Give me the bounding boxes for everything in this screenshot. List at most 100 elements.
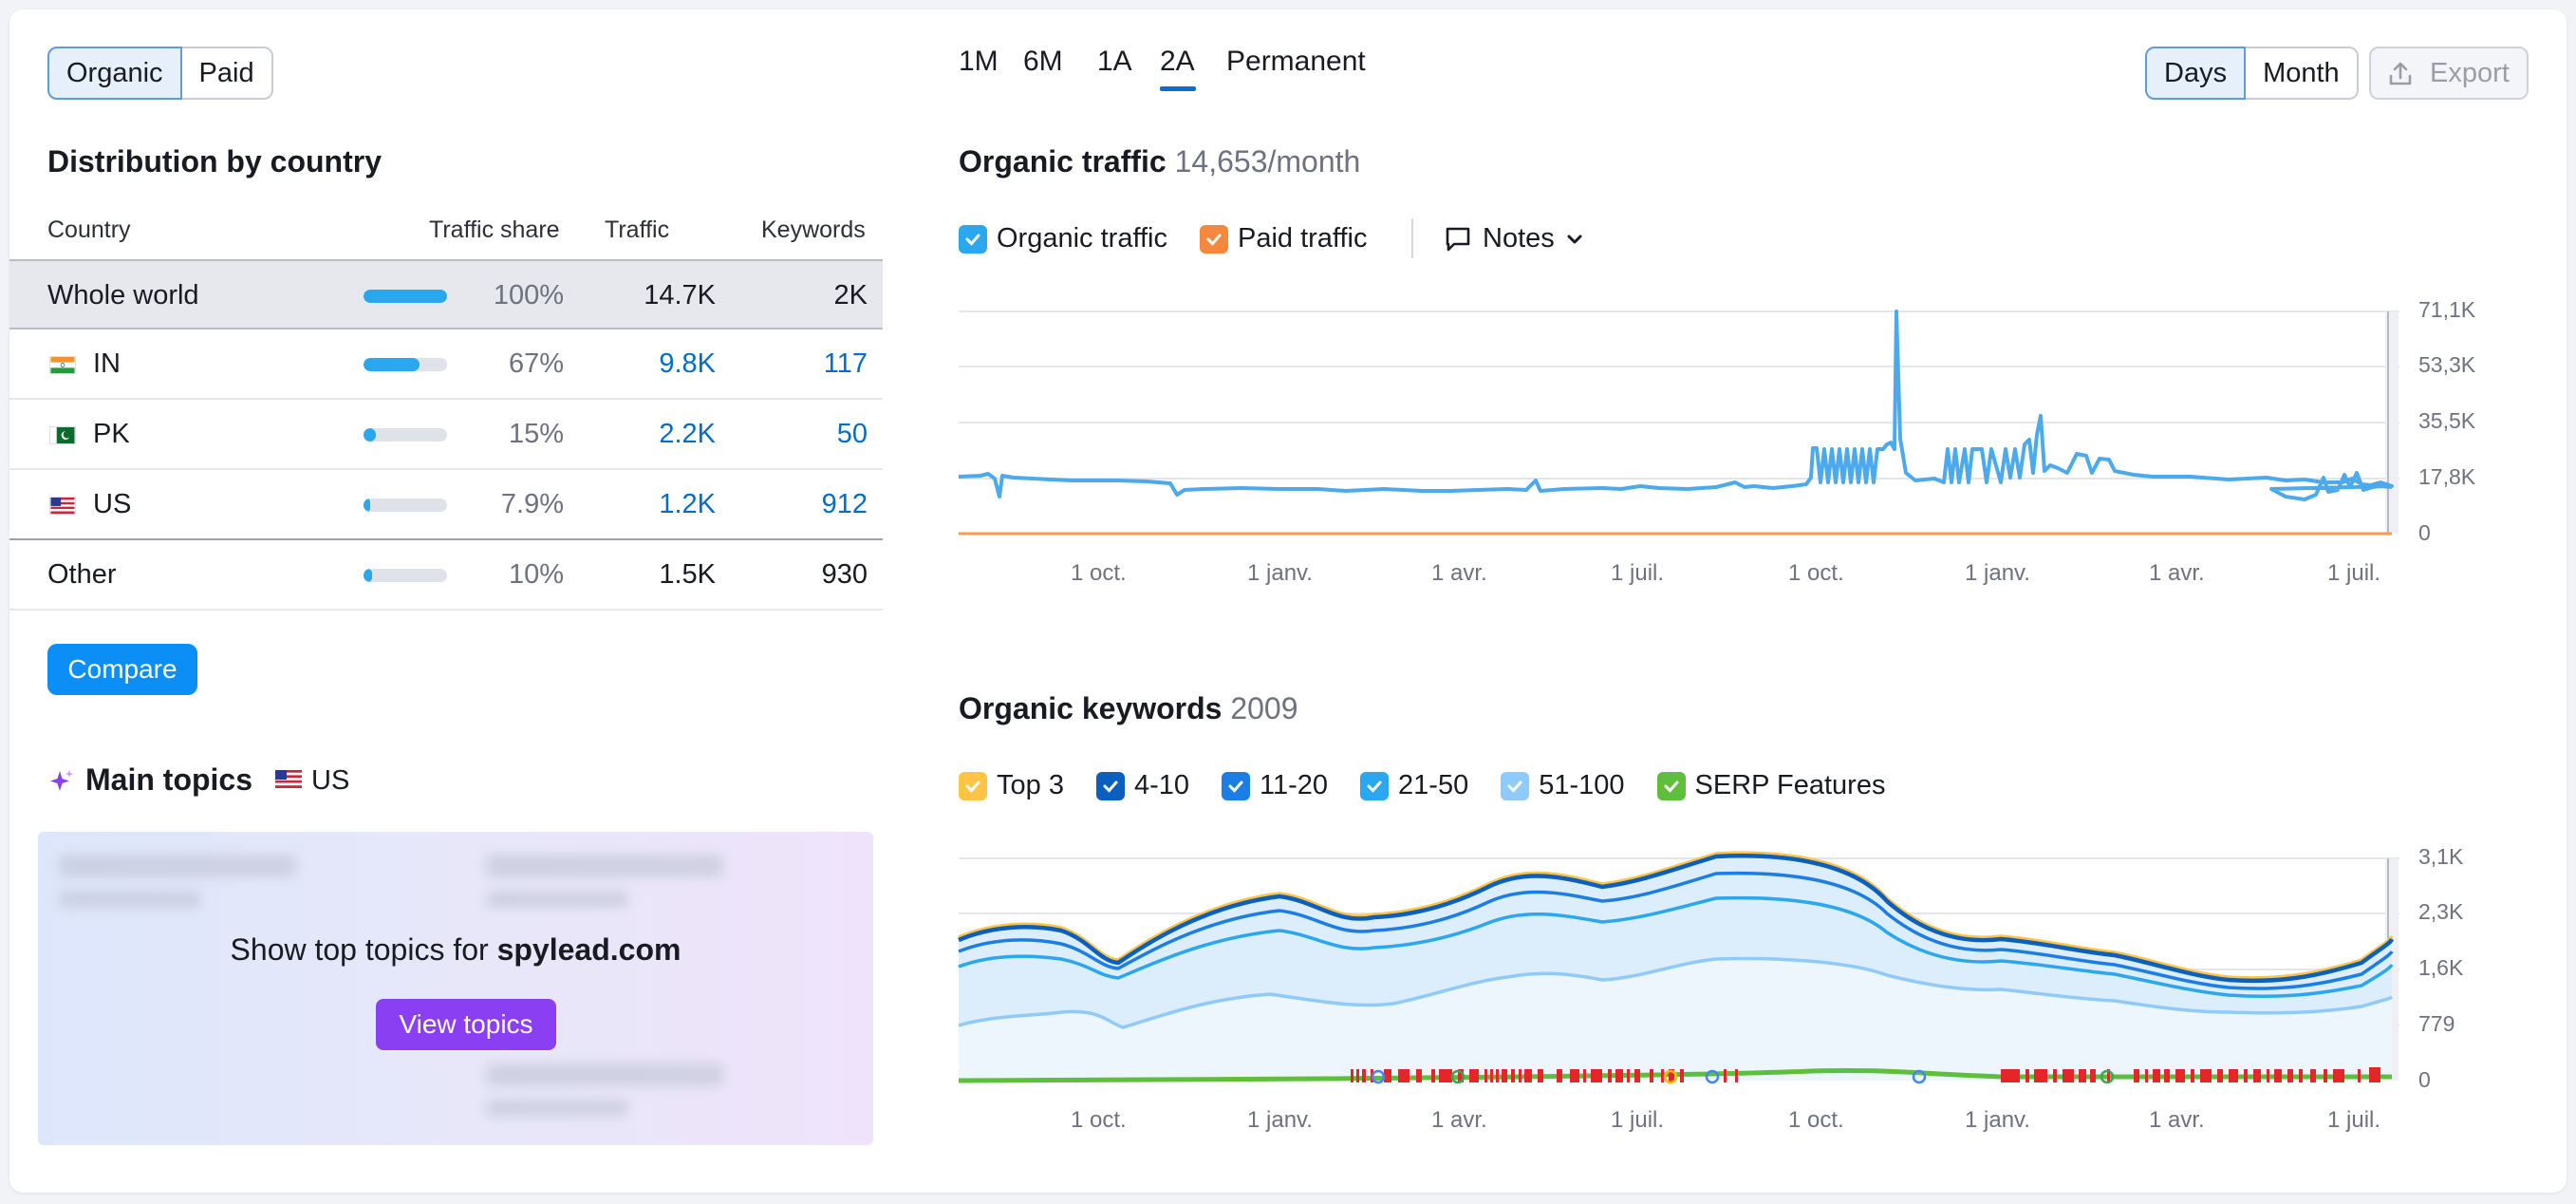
keywords-x-tick: 1 janv.: [1965, 1107, 2030, 1133]
month-button[interactable]: Month: [2246, 47, 2359, 100]
export-label: Export: [2430, 58, 2510, 88]
traffic-x-tick: 1 janv.: [1247, 560, 1313, 586]
legend-label: 11-20: [1260, 770, 1329, 800]
notes-label: Notes: [1483, 223, 1555, 254]
keywords-value: 2K: [833, 280, 868, 310]
col-keywords: Keywords: [761, 216, 866, 243]
checkbox-icon: [1095, 771, 1125, 800]
country-name: PK: [93, 419, 130, 449]
legend-4-10[interactable]: 4-10: [1095, 770, 1189, 801]
keywords-y-tick: 3,1K: [2418, 844, 2464, 869]
legend-organic-traffic[interactable]: Organic traffic: [959, 223, 1167, 254]
checkbox-icon: [1656, 771, 1686, 800]
chevron-down-icon: [1567, 235, 1582, 243]
legend-label: 21-50: [1398, 770, 1469, 800]
legend-51-100[interactable]: 51-100: [1501, 770, 1625, 801]
keywords-link[interactable]: 117: [823, 348, 868, 379]
traffic-value: 1.5K: [659, 559, 716, 590]
notes-dropdown[interactable]: Notes: [1443, 223, 1587, 254]
table-row-other: Other 10% 1.5K 930: [9, 540, 883, 611]
keywords-link[interactable]: 912: [821, 489, 868, 519]
topics-prompt-text: Show top topics for: [230, 932, 497, 967]
checkbox-icon: [959, 224, 987, 254]
traffic-link[interactable]: 2.2K: [659, 419, 716, 449]
share-bar: [364, 358, 447, 371]
export-icon: [2389, 62, 2412, 85]
checkbox-icon: [1360, 771, 1390, 800]
keywords-value: 930: [821, 559, 868, 590]
traffic-link[interactable]: 9.8K: [659, 348, 716, 379]
us-flag-icon: [49, 497, 76, 515]
share-bar: [364, 428, 447, 442]
topics-prompt: Show top topics for spylead.com: [38, 932, 873, 968]
days-button[interactable]: Days: [2145, 47, 2247, 100]
keywords-x-tick: 1 juil.: [1611, 1107, 1665, 1133]
legend-label: 51-100: [1539, 770, 1625, 800]
traffic-x-tick: 1 avr.: [1431, 560, 1487, 586]
table-row-us[interactable]: US 7.9% 1.2K 912: [9, 470, 883, 540]
comment-icon: [1446, 227, 1470, 251]
period-1a[interactable]: 1A: [1097, 46, 1132, 77]
traffic-chart[interactable]: [957, 302, 2570, 587]
compare-button[interactable]: Compare: [47, 644, 197, 695]
table-row-pk[interactable]: PK 15% 2.2K 50: [9, 400, 883, 470]
legend-label: Top 3: [997, 770, 1064, 800]
view-topics-button[interactable]: View topics: [376, 999, 556, 1050]
period-permanent[interactable]: Permanent: [1226, 46, 1366, 77]
export-button[interactable]: Export: [2369, 47, 2529, 100]
traffic-link[interactable]: 1.2K: [659, 489, 716, 519]
legend-top3[interactable]: Top 3: [959, 770, 1064, 801]
sparkle-icon: [50, 770, 73, 791]
paid-toggle-button[interactable]: Paid: [181, 47, 273, 100]
main-topics-title: Main topics: [85, 762, 253, 797]
topics-country: US: [311, 765, 350, 796]
keywords-x-tick: 1 avr.: [2149, 1107, 2205, 1133]
legend-serp-features[interactable]: SERP Features: [1656, 770, 1886, 801]
traffic-share: 10%: [508, 559, 564, 590]
traffic-y-tick: 53,3K: [2418, 352, 2476, 377]
legend-paid-traffic[interactable]: Paid traffic: [1199, 223, 1368, 254]
active-period-indicator: [1160, 86, 1196, 91]
keywords-x-tick: 1 oct.: [1071, 1107, 1127, 1133]
traffic-y-tick: 71,1K: [2418, 297, 2476, 322]
share-bar: [364, 499, 447, 512]
legend-divider: [1411, 218, 1413, 258]
legend-label: Paid traffic: [1237, 223, 1368, 254]
organic-toggle-button[interactable]: Organic: [47, 47, 182, 100]
keywords-link[interactable]: 50: [836, 419, 868, 449]
traffic-chart-value: 14,653/month: [1174, 144, 1361, 179]
traffic-chart-title-text: Organic traffic: [959, 144, 1167, 179]
keywords-x-tick: 1 janv.: [1247, 1107, 1313, 1133]
traffic-x-tick: 1 juil.: [2327, 560, 2381, 586]
keywords-y-tick: 779: [2418, 1011, 2455, 1036]
keywords-x-tick: 1 avr.: [1431, 1107, 1487, 1133]
keywords-chart-title: Organic keywords 2009: [959, 691, 1298, 726]
granularity-toggle: Days Month: [2145, 47, 2359, 100]
traffic-x-tick: 1 janv.: [1965, 560, 2030, 586]
share-bar: [364, 290, 447, 303]
legend-21-50[interactable]: 21-50: [1360, 770, 1468, 801]
traffic-chart-title: Organic traffic 14,653/month: [959, 144, 1360, 179]
table-row-in[interactable]: IN 67% 9.8K 117: [9, 329, 883, 400]
legend-11-20[interactable]: 11-20: [1222, 770, 1328, 801]
keywords-y-tick: 2,3K: [2418, 899, 2464, 924]
period-2a[interactable]: 2A: [1160, 46, 1195, 77]
period-1m[interactable]: 1M: [959, 46, 999, 77]
country-name: US: [93, 489, 132, 519]
period-6m[interactable]: 6M: [1023, 46, 1063, 77]
keywords-x-tick: 1 juil.: [2327, 1107, 2381, 1133]
keywords-chart-value: 2009: [1230, 691, 1298, 725]
keywords-chart[interactable]: [957, 849, 2570, 1124]
legend-label: SERP Features: [1694, 770, 1886, 800]
legend-label: 4-10: [1133, 770, 1189, 800]
country-name: Other: [47, 559, 117, 590]
traffic-share: 67%: [508, 348, 564, 379]
traffic-share: 100%: [493, 280, 564, 310]
india-flag-icon: [49, 356, 76, 374]
checkbox-icon: [1222, 771, 1250, 800]
legend-label: Organic traffic: [997, 223, 1167, 254]
traffic-y-tick: 17,8K: [2418, 464, 2476, 489]
traffic-value: 14.7K: [644, 280, 716, 310]
table-row-whole-world[interactable]: Whole world 100% 14.7K 2K: [9, 259, 883, 329]
country-name: IN: [93, 348, 121, 379]
